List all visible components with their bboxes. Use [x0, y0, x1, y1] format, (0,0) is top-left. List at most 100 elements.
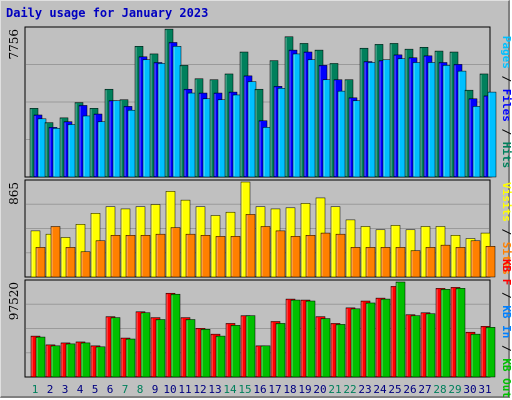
- kbytes-bar-kb-out: [260, 345, 271, 378]
- pages-files-hits-legend-entry: Files: [500, 89, 512, 122]
- kbytes-bar-kb-out: [245, 315, 256, 378]
- day-label: 30: [463, 383, 476, 396]
- day-label: 5: [92, 383, 99, 396]
- day-label: 25: [388, 383, 401, 396]
- chart-title: Daily usage for January 2023: [6, 6, 209, 20]
- visits-sites-bar-sites: [170, 227, 181, 278]
- visits-sites-bar-sites: [215, 236, 226, 278]
- visits-sites-bar-sites: [485, 245, 496, 278]
- kbytes-bar-kb-out: [140, 312, 151, 378]
- pages-files-hits-legend-entry: /: [500, 69, 512, 89]
- visits-sites-bar-sites: [50, 226, 61, 278]
- kbytes-bar-kb-out: [80, 342, 91, 378]
- day-label: 1: [32, 383, 39, 396]
- kbytes-bar-kb-out: [410, 315, 421, 378]
- visits-sites-bar-sites: [365, 247, 376, 278]
- day-label: 13: [208, 383, 221, 396]
- kbytes-bar-kb-out: [125, 338, 136, 378]
- visits-sites-bar-sites: [425, 247, 436, 278]
- kbytes-bar-kb-out: [350, 308, 361, 378]
- kbytes-bar-kb-out: [35, 336, 46, 378]
- kbytes-bar-kb-out: [110, 317, 121, 378]
- day-label: 27: [418, 383, 431, 396]
- visits-sites-bar-sites: [260, 226, 271, 278]
- day-label: 22: [343, 383, 356, 396]
- day-label: 14: [223, 383, 237, 396]
- day-label: 8: [137, 383, 144, 396]
- kbytes-legend-entry: KB F: [500, 259, 512, 286]
- kbytes-legend-entry: /: [500, 338, 512, 358]
- visits-sites-bar-visits: [75, 224, 86, 278]
- kbytes-bar-kb-out: [425, 313, 436, 378]
- day-label: 3: [62, 383, 69, 396]
- pages-files-hits-legend-entry: Hits: [500, 142, 512, 169]
- visits-sites-bar-sites: [110, 235, 121, 278]
- day-label: 9: [152, 383, 159, 396]
- kbytes-bar-kb-out: [380, 298, 391, 378]
- visits-sites-bar-sites: [125, 235, 136, 278]
- visits-sites-bar-sites: [440, 244, 451, 278]
- day-label: 24: [373, 383, 387, 396]
- kbytes-legend-entry: KB Out: [500, 358, 512, 398]
- visits-sites-bar-sites: [410, 250, 421, 278]
- kbytes-bar-kb-out: [290, 299, 301, 378]
- day-label: 29: [448, 383, 461, 396]
- kbytes-bar-kb-out: [230, 325, 241, 378]
- visits-sites-bar-sites: [80, 251, 91, 278]
- kbytes-bar-kb-out: [305, 300, 316, 378]
- day-label: 11: [178, 383, 191, 396]
- visits-sites-bar-sites: [290, 236, 301, 278]
- day-label: 2: [47, 383, 54, 396]
- visits-sites-legend-entry: Visits: [500, 182, 512, 222]
- visits-sites-bar-sites: [305, 235, 316, 278]
- visits-sites-bar-sites: [200, 235, 211, 278]
- visits-sites-bar-sites: [380, 247, 391, 278]
- kbytes-max-label: 97520: [7, 282, 21, 320]
- visits-sites-bar-sites: [230, 236, 241, 278]
- kbytes-legend: KB F / KB In / KB Out: [500, 259, 512, 398]
- visits-sites-legend: Visits / Sites: [500, 182, 512, 275]
- visits-sites-bar-sites: [245, 214, 256, 278]
- kbytes-bar-kb-out: [335, 324, 346, 378]
- pages-files-hits-bar-pages: [487, 91, 497, 178]
- visits-sites-bar-sites: [455, 247, 466, 278]
- kbytes-bar-kb-out: [50, 345, 61, 378]
- day-label: 6: [107, 383, 114, 396]
- day-label: 18: [283, 383, 296, 396]
- visits-sites-bar-sites: [470, 240, 481, 278]
- pages-files-hits-legend-entry: Pages: [500, 36, 512, 69]
- kbytes-bar-kb-out: [185, 319, 196, 378]
- kbytes-bar-kb-out: [275, 323, 286, 378]
- visits-sites-bar-sites: [185, 233, 196, 278]
- visits-sites-bar-sites: [35, 247, 46, 278]
- day-label: 12: [193, 383, 206, 396]
- visits-sites-bar-sites: [155, 233, 166, 278]
- kbytes-bar-kb-out: [215, 335, 226, 378]
- visits-sites-max-label: 865: [7, 182, 21, 205]
- day-label: 20: [313, 383, 326, 396]
- day-label: 19: [298, 383, 311, 396]
- visits-sites-bar-sites: [140, 235, 151, 278]
- kbytes-bar-kb-out: [365, 302, 376, 378]
- kbytes-bar-kb-out: [155, 319, 166, 378]
- kbytes-bar-kb-out: [470, 333, 481, 378]
- kbytes-bar-kb-out: [455, 288, 466, 378]
- visits-sites-bar-sites: [65, 247, 76, 278]
- visits-sites-bar-sites: [320, 232, 331, 278]
- pages-files-hits-legend: Pages / Files / Hits: [500, 36, 512, 169]
- day-label: 10: [163, 383, 176, 396]
- pages-files-hits-max-label: 7756: [7, 29, 21, 60]
- kbytes-legend-entry: KB In: [500, 305, 512, 338]
- day-label: 23: [358, 383, 371, 396]
- kbytes-bar-kb-out: [200, 329, 211, 378]
- day-label: 16: [253, 383, 266, 396]
- day-label: 26: [403, 383, 416, 396]
- kbytes-bar-kb-out: [395, 281, 406, 378]
- day-label: 15: [238, 383, 251, 396]
- day-label: 21: [328, 383, 341, 396]
- kbytes-bar-kb-out: [95, 346, 106, 378]
- visits-sites-legend-entry: Sites: [500, 242, 512, 275]
- day-label: 31: [478, 383, 491, 396]
- visits-sites-bar-sites: [335, 233, 346, 278]
- visits-sites-bar-sites: [95, 240, 106, 278]
